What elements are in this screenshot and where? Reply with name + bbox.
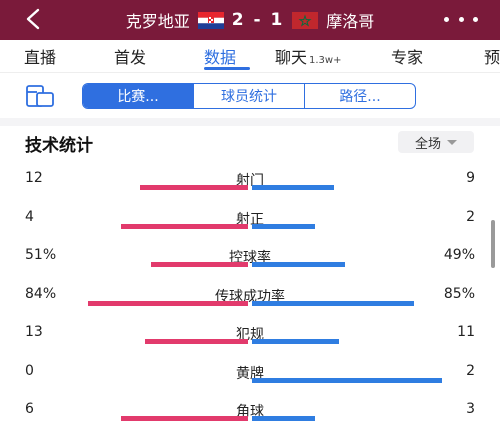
home-bar [121, 223, 248, 229]
away-bar [252, 377, 442, 383]
stats-segment-control: 比赛... 球员统计 路径... [82, 83, 416, 109]
tab-prediction[interactable]: 预 [484, 48, 500, 67]
tab-chat[interactable]: 聊天 1.3w+ [275, 48, 342, 67]
home-value: 6 [25, 401, 34, 417]
away-value: 85% [443, 285, 475, 302]
tab-live[interactable]: 直播 [24, 48, 57, 67]
away-bar [252, 339, 339, 344]
home-bar [121, 416, 248, 421]
stat-label: 角球 [236, 404, 264, 420]
home-bar [145, 339, 248, 344]
away-value: 49% [443, 247, 475, 263]
home-value: 13 [25, 324, 43, 340]
active-tab-indicator [204, 67, 250, 70]
tab-experts[interactable]: 专家 [391, 48, 424, 67]
stat-row: 0 黄牌 2 [0, 363, 500, 403]
home-bar [151, 262, 248, 267]
away-bar [252, 262, 345, 267]
home-value: 51% [25, 247, 57, 263]
stat-row: 13 犯规 11 [0, 324, 500, 364]
away-bar [252, 185, 334, 190]
stat-label: 射门 [236, 173, 264, 189]
match-header: 克罗地亚 2 - 1 摩洛哥 [0, 0, 500, 40]
more-dots-icon[interactable] [444, 10, 478, 28]
segment-player-stats[interactable]: 球员统计 [193, 84, 304, 108]
croatia-flag-icon [197, 11, 224, 29]
tab-bar: 直播 首发 数据 聊天 1.3w+ 专家 预 [0, 40, 500, 72]
segment-path[interactable]: 路径... [304, 84, 415, 108]
back-button[interactable] [20, 6, 46, 32]
segment-match[interactable]: 比赛... [83, 84, 193, 108]
stats-title: 技术统计 [25, 136, 93, 156]
stat-row: 6 角球 3 [0, 401, 500, 440]
home-team-name: 克罗地亚 [125, 12, 190, 31]
home-value: 4 [25, 208, 34, 225]
tab-data[interactable]: 数据 [204, 48, 237, 67]
stat-label: 犯规 [236, 327, 264, 343]
home-value: 12 [25, 170, 43, 186]
range-dropdown[interactable]: 全场 [398, 131, 474, 153]
scrollbar[interactable] [491, 220, 495, 268]
away-bar [252, 416, 315, 421]
tab-lineup[interactable]: 首发 [114, 48, 147, 67]
caret-down-icon [447, 139, 457, 145]
stat-row: 51% 控球率 49% [0, 247, 500, 287]
away-value: 11 [457, 324, 475, 340]
stat-label: 控球率 [229, 250, 271, 266]
divider [0, 72, 500, 73]
layout-icon[interactable] [25, 84, 55, 108]
home-bar [88, 300, 248, 306]
stat-label: 传球成功率 [215, 288, 285, 305]
stat-row: 84% 传球成功率 85% [0, 286, 500, 326]
home-value: 0 [25, 362, 34, 379]
away-team-name: 摩洛哥 [326, 12, 375, 31]
match-score: 2 - 1 [231, 10, 285, 30]
home-bar [140, 185, 248, 190]
chat-count: 1.3w+ [309, 55, 342, 66]
stat-row: 12 射门 9 [0, 170, 500, 210]
away-bar [252, 223, 315, 229]
back-arrow-icon [26, 8, 40, 30]
away-value: 2 [466, 208, 475, 225]
stat-label: 射正 [236, 211, 264, 228]
away-bar [252, 300, 414, 306]
away-value: 3 [466, 401, 475, 417]
stat-row: 4 射正 2 [0, 209, 500, 249]
range-label: 全场 [414, 136, 441, 152]
section-gap [0, 118, 500, 126]
match-summary: 克罗地亚 2 - 1 摩洛哥 [0, 0, 500, 40]
away-value: 2 [466, 362, 475, 379]
morocco-flag-icon [292, 11, 319, 29]
away-value: 9 [466, 170, 475, 186]
home-value: 84% [25, 285, 57, 302]
